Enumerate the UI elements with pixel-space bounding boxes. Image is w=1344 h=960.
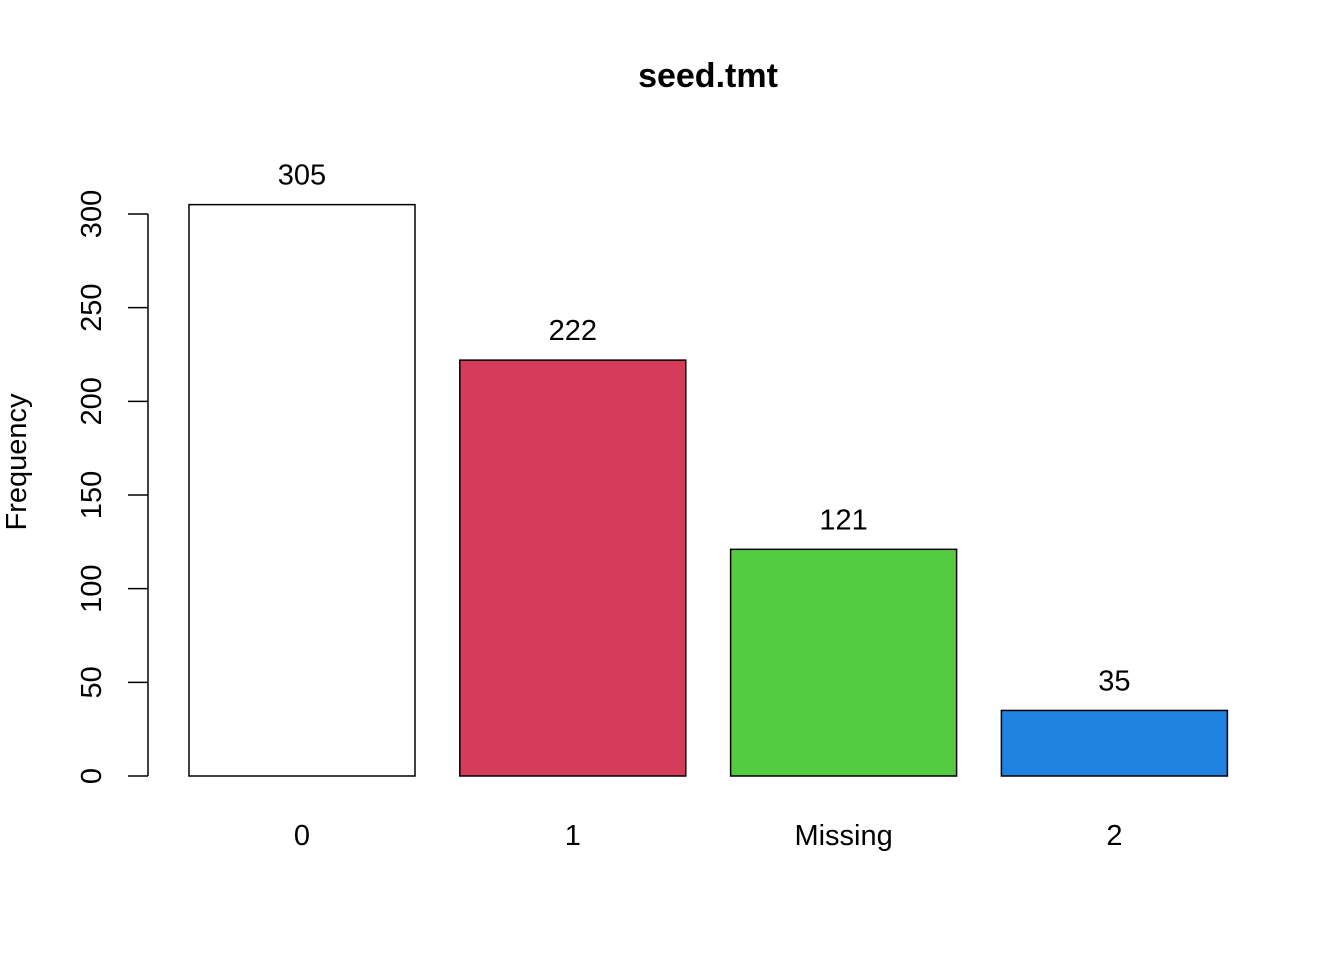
- x-category-label: 2: [1106, 820, 1122, 852]
- x-axis-labels: 0 1 Missing 2: [294, 820, 1123, 852]
- y-tick-label: 300: [76, 190, 108, 238]
- x-category-label: 1: [565, 820, 581, 852]
- y-tick-label: 150: [76, 471, 108, 519]
- bar-value-label: 222: [549, 315, 597, 347]
- y-tick-label: 100: [76, 564, 108, 612]
- y-tick-label: 0: [76, 768, 108, 784]
- bar: [188, 203, 416, 777]
- bars: 305 222 121 35: [188, 160, 1229, 777]
- y-axis-label: Frequency: [1, 393, 33, 531]
- y-axis: 0 50 100 150 200 250 300: [76, 190, 149, 784]
- x-category-label: 0: [294, 820, 310, 852]
- bar: [1000, 709, 1229, 777]
- x-category-label: Missing: [794, 820, 892, 852]
- bar-value-label: 121: [819, 504, 867, 536]
- chart-title: seed.tmt: [638, 57, 778, 95]
- bar-value-label: 35: [1098, 665, 1130, 697]
- bar: [459, 359, 687, 777]
- y-tick-label: 250: [76, 283, 108, 331]
- y-tick-label: 50: [76, 666, 108, 698]
- bar: [729, 548, 958, 777]
- bar-value-label: 305: [278, 160, 326, 192]
- y-tick-label: 200: [76, 377, 108, 425]
